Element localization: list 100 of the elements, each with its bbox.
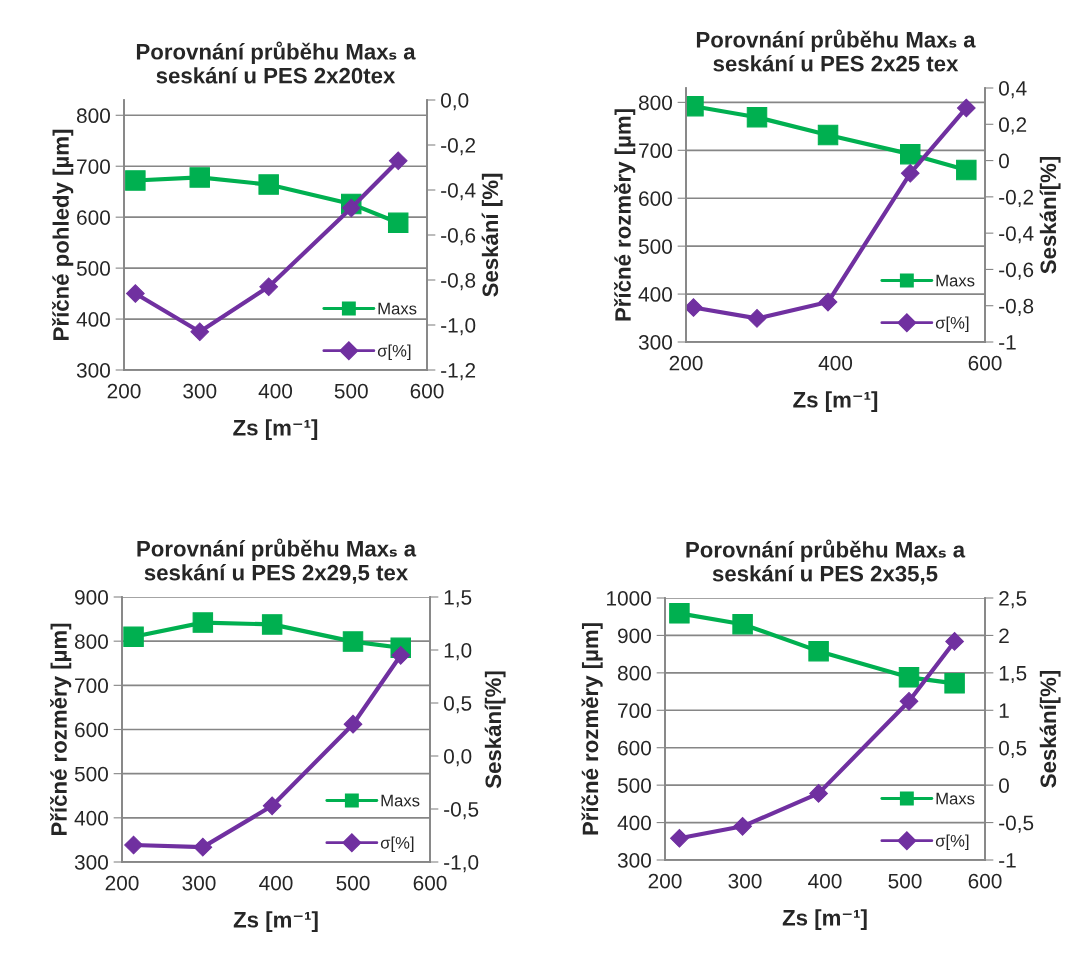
y2-tick-label: 2,5 (999, 591, 1027, 609)
point (342, 631, 364, 652)
point (261, 614, 283, 635)
y-tick-label: 500 (74, 766, 108, 782)
chart-title: Porovnání průběhu Maxₛ a seskání u PES 2x35,5 (686, 539, 966, 585)
point (259, 277, 279, 297)
point (817, 124, 839, 146)
y-axis-title: Příčné rozměry [µm] (50, 623, 72, 836)
point (387, 212, 409, 234)
point (388, 151, 408, 171)
y2-tick-label: 0,2 (999, 117, 1027, 135)
legend-label: σ[%] (377, 344, 411, 360)
point (956, 159, 977, 181)
point (956, 98, 976, 118)
y-tick-label: 500 (638, 239, 672, 254)
x-axis-title: Zs [m⁻¹] (782, 909, 867, 930)
x-tick-label: 600 (410, 383, 444, 399)
y-axis-title: Příčné rozměry [µm] (581, 623, 603, 835)
y-tick-label: 500 (617, 778, 651, 793)
y2-tick-label: 0 (999, 778, 1009, 793)
y2-tick-label: -1,2 (441, 363, 476, 381)
y-tick-label: 400 (74, 810, 108, 826)
x-axis-title: Zs [m⁻¹] (233, 419, 318, 440)
y2-tick-label: -0,6 (441, 228, 476, 246)
y-tick-label: 800 (74, 634, 108, 649)
y2-axis-title: Seskání[%] (484, 671, 506, 789)
x-tick-label: 200 (105, 875, 139, 891)
chart-title: Porovnání průběhu Maxₛ a seskání u PES 2x20tex (136, 41, 416, 84)
point (818, 292, 838, 312)
y2-tick-label: 0,5 (444, 696, 472, 714)
y-tick-label: 300 (74, 855, 108, 870)
y-tick-label: 600 (75, 722, 108, 738)
y2-tick-label: -0,8 (999, 298, 1034, 316)
y-tick-label: 500 (76, 261, 110, 276)
y-axis-title: Příčné pohledy [µm] (52, 129, 74, 340)
point (670, 828, 689, 848)
y2-tick-label: 1 (999, 703, 1009, 718)
x-tick-label: 300 (183, 383, 217, 399)
legend-label: σ[%] (935, 834, 969, 850)
y2-tick-label: 2 (999, 628, 1009, 643)
x-tick-label: 400 (818, 355, 853, 371)
y2-tick-label: 0,0 (444, 749, 472, 767)
point (732, 613, 753, 635)
y-tick-label: 600 (77, 210, 110, 225)
point (193, 837, 213, 857)
point (669, 603, 690, 624)
x-tick-label: 200 (648, 873, 682, 889)
x-tick-label: 200 (107, 383, 141, 399)
point (809, 784, 828, 803)
legend-label: Maxs (936, 792, 975, 805)
legend-label: Maxs (936, 274, 975, 287)
y-tick-label: 300 (617, 853, 651, 868)
y2-tick-label: -0,5 (444, 802, 479, 820)
y2-axis-title: Seskání[%] (1039, 670, 1061, 788)
x-tick-label: 500 (888, 873, 922, 889)
legend-label: σ[%] (380, 836, 414, 852)
y2-axis-title: Seskání[%] (1039, 156, 1061, 274)
x-tick-label: 200 (669, 355, 703, 371)
y2-tick-label: -1 (999, 853, 1016, 868)
y2-tick-label: -1 (999, 335, 1016, 350)
y2-tick-label: -0,6 (999, 262, 1034, 280)
x-axis-title: Zs [m⁻¹] (793, 391, 878, 412)
x-tick-label: 300 (728, 873, 762, 889)
chart-title: Porovnání průběhu Maxₛ a seskání u PES 2x25 tex (696, 29, 976, 72)
point (900, 163, 920, 183)
point (262, 796, 282, 816)
y2-tick-label: -0,2 (441, 138, 476, 156)
point (343, 714, 363, 734)
point (898, 667, 920, 688)
y2-tick-label: -0,8 (441, 273, 476, 291)
point (123, 626, 144, 647)
y-tick-label: 400 (76, 312, 110, 327)
point (945, 632, 964, 651)
x-axis-title: Zs [m⁻¹] (233, 911, 318, 932)
y2-tick-label: -0,4 (999, 226, 1034, 244)
point (258, 174, 279, 195)
point (899, 691, 919, 711)
point (391, 645, 411, 665)
y-tick-label: 700 (77, 159, 110, 174)
y2-axis-title: Seskání [%] (481, 173, 503, 297)
x-tick-label: 600 (968, 873, 1002, 889)
point (900, 143, 921, 165)
legend-label: σ[%] (935, 316, 969, 332)
chart-title: Porovnání průběhu Maxₛ a seskání u PES 2x29,5 tex (137, 538, 417, 584)
point (124, 835, 143, 855)
x-tick-label: 400 (259, 875, 293, 891)
y-tick-label: 400 (617, 815, 651, 831)
y2-tick-label: -0,2 (999, 189, 1034, 208)
y-tick-label: 700 (639, 143, 672, 159)
y-tick-label: 900 (618, 628, 651, 644)
y2-tick-label: 0,5 (999, 740, 1027, 758)
y-tick-label: 700 (618, 703, 651, 719)
x-tick-label: 300 (182, 875, 216, 891)
y2-tick-label: 1,0 (444, 643, 472, 661)
y2-tick-label: 1,5 (444, 590, 472, 608)
point (733, 816, 752, 836)
legend-label: Maxs (378, 302, 417, 315)
point (190, 322, 210, 342)
y2-tick-label: -1,0 (441, 318, 476, 336)
point (747, 309, 767, 328)
